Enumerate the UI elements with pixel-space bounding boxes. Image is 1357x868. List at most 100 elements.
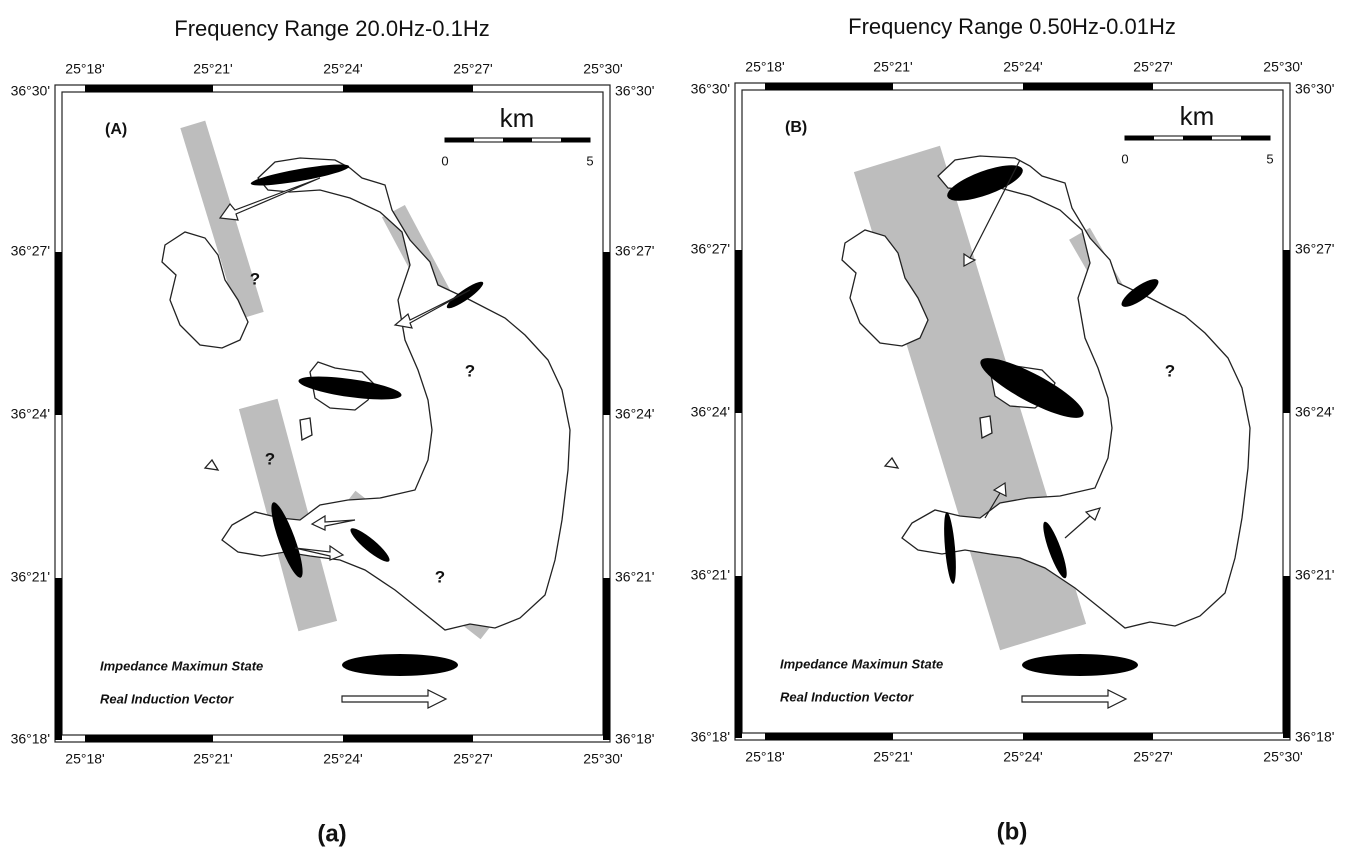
lat-label: 36°18' bbox=[11, 731, 50, 747]
lat-label: 36°21' bbox=[1295, 567, 1334, 583]
lon-label: 25°30' bbox=[583, 751, 622, 767]
ellipse bbox=[350, 528, 390, 562]
lat-label: 36°30' bbox=[1295, 81, 1334, 97]
question-mark: ? bbox=[265, 449, 275, 468]
frame-bar bbox=[765, 83, 893, 90]
lon-label: 25°30' bbox=[1263, 59, 1302, 75]
legend-label: Real Induction Vector bbox=[780, 689, 914, 704]
panel: Frequency Range 0.50Hz-0.01Hz 25°18' 25°18… bbox=[691, 14, 1335, 846]
lat-label: 36°27' bbox=[615, 243, 654, 259]
question-mark: ? bbox=[435, 567, 445, 586]
lon-label: 25°27' bbox=[1133, 749, 1172, 765]
lon-label: 25°24' bbox=[1003, 749, 1042, 765]
legend-label: Real Induction Vector bbox=[100, 691, 234, 706]
lat-label: 36°21' bbox=[691, 567, 730, 583]
lat-label: 36°18' bbox=[691, 729, 730, 745]
lat-label: 36°24' bbox=[615, 406, 654, 422]
legend-arrow bbox=[341, 689, 448, 709]
ellipse bbox=[298, 376, 402, 400]
lat-label: 36°24' bbox=[1295, 404, 1334, 420]
scale-seg bbox=[445, 138, 474, 142]
arrow bbox=[1064, 507, 1102, 539]
scale-seg bbox=[1183, 136, 1212, 140]
legend-label: Impedance Maximun State bbox=[100, 658, 263, 673]
lon-label: 25°24' bbox=[323, 61, 362, 77]
ellipse bbox=[947, 165, 1023, 201]
legend-arrow bbox=[1021, 689, 1128, 709]
ellipse bbox=[250, 164, 350, 186]
frame-bar bbox=[1283, 250, 1290, 413]
scale-tick: 0 bbox=[1121, 151, 1128, 166]
frame-bar bbox=[765, 733, 893, 740]
lon-label: 25°27' bbox=[453, 751, 492, 767]
panel-label: (B) bbox=[785, 119, 807, 136]
ellipse bbox=[1121, 279, 1159, 307]
lat-label: 36°27' bbox=[11, 243, 50, 259]
panel-title: Frequency Range 0.50Hz-0.01Hz bbox=[848, 14, 1176, 39]
lat-label: 36°21' bbox=[11, 569, 50, 585]
frame-bar bbox=[603, 578, 610, 740]
scale-seg bbox=[503, 138, 532, 142]
legend-label: Impedance Maximun State bbox=[780, 656, 943, 671]
ellipse bbox=[271, 502, 303, 578]
frame-bar bbox=[55, 578, 62, 740]
arrows bbox=[218, 177, 471, 561]
frame-bar bbox=[1283, 576, 1290, 738]
scale-unit: km bbox=[500, 103, 535, 133]
lat-label: 36°18' bbox=[1295, 729, 1334, 745]
lat-label: 36°27' bbox=[1295, 241, 1334, 257]
frame-bar bbox=[343, 85, 473, 92]
lon-label: 25°24' bbox=[323, 751, 362, 767]
lon-label: 25°18' bbox=[65, 61, 104, 77]
panel-caption: (b) bbox=[997, 818, 1028, 845]
lon-label: 25°27' bbox=[453, 61, 492, 77]
question-mark: ? bbox=[1165, 361, 1175, 380]
scale-seg bbox=[561, 138, 590, 142]
panel-caption: (a) bbox=[317, 820, 346, 847]
lat-label: 36°30' bbox=[11, 83, 50, 99]
frame-bar bbox=[85, 735, 213, 742]
legend-ellipse bbox=[342, 654, 458, 676]
scale-tick: 5 bbox=[1266, 151, 1273, 166]
arrow bbox=[294, 544, 345, 561]
scale-unit: km bbox=[1180, 101, 1215, 131]
lat-label: 36°18' bbox=[615, 731, 654, 747]
frame-bar bbox=[1023, 733, 1153, 740]
ellipse bbox=[980, 358, 1084, 418]
frame-bar bbox=[85, 85, 213, 92]
scale-tick: 5 bbox=[586, 153, 593, 168]
arrow bbox=[393, 289, 471, 329]
lon-label: 25°18' bbox=[745, 749, 784, 765]
frame-bar bbox=[735, 250, 742, 413]
arrow bbox=[984, 481, 1007, 519]
lon-label: 25°21' bbox=[873, 749, 912, 765]
lon-label: 25°18' bbox=[65, 751, 104, 767]
question-mark: ? bbox=[250, 269, 260, 288]
lon-label: 25°24' bbox=[1003, 59, 1042, 75]
lat-label: 36°30' bbox=[691, 81, 730, 97]
scale-tick: 0 bbox=[441, 153, 448, 168]
arrow bbox=[963, 159, 1021, 268]
frame-bar bbox=[343, 735, 473, 742]
ellipses bbox=[250, 164, 484, 578]
ellipse bbox=[446, 281, 484, 309]
frame-bar bbox=[1023, 83, 1153, 90]
lon-label: 25°21' bbox=[193, 61, 232, 77]
map-b bbox=[841, 145, 1251, 709]
ellipse bbox=[944, 512, 956, 584]
lon-label: 25°30' bbox=[1263, 749, 1302, 765]
band bbox=[180, 120, 264, 320]
lon-label: 25°27' bbox=[1133, 59, 1172, 75]
panel-title: Frequency Range 20.0Hz-0.1Hz bbox=[174, 16, 490, 41]
lat-label: 36°27' bbox=[691, 241, 730, 257]
band bbox=[238, 398, 338, 632]
arrow bbox=[218, 177, 321, 221]
lon-label: 25°21' bbox=[873, 59, 912, 75]
lat-label: 36°30' bbox=[615, 83, 654, 99]
scale-seg bbox=[1241, 136, 1270, 140]
frame-bar bbox=[603, 252, 610, 415]
question-mark: ? bbox=[465, 361, 475, 380]
scale-seg bbox=[1125, 136, 1154, 140]
map-a bbox=[161, 120, 571, 709]
